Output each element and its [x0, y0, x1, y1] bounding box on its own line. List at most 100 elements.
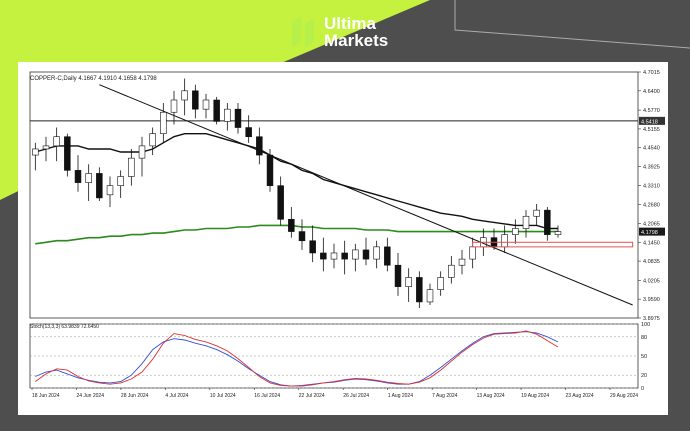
- stoch-axis-label: 80: [641, 335, 647, 341]
- date-axis-label: 16 Jul 2024: [254, 393, 280, 399]
- chart-panel: COPPER-C,Daily 4.1667 4.1910 4.1658 4.17…: [18, 62, 668, 415]
- candle: [458, 249, 466, 275]
- candle-body: [234, 108, 242, 128]
- candle: [85, 164, 92, 201]
- candle: [32, 142, 39, 171]
- candle-body: [298, 231, 306, 242]
- candle-body: [138, 145, 146, 159]
- candle-body: [96, 173, 103, 199]
- moving-average-green-line: [35, 224, 558, 245]
- candle: [224, 103, 231, 131]
- candle: [394, 252, 402, 296]
- candle-body: [192, 90, 199, 110]
- stoch-axis-label: 50: [641, 354, 647, 360]
- price-axis-label: 4.5155: [643, 127, 660, 133]
- candle-body: [213, 99, 220, 122]
- date-axis-label: 4 Jul 2024: [165, 393, 188, 399]
- candle-body: [554, 231, 562, 235]
- date-axis-label: 22 Jul 2024: [299, 393, 325, 399]
- candle-body: [149, 133, 156, 147]
- candle: [213, 96, 220, 125]
- date-axis-label: 29 Aug 2024: [610, 393, 638, 399]
- candle-body: [501, 234, 508, 248]
- candle: [53, 127, 60, 162]
- date-axis-label: 13 Aug 2024: [477, 393, 505, 399]
- candle: [373, 240, 380, 269]
- candle-body: [458, 258, 466, 266]
- candle-body: [512, 228, 519, 235]
- candle: [202, 93, 210, 119]
- candle: [522, 210, 530, 238]
- candle-body: [32, 148, 39, 156]
- candle: [298, 219, 306, 250]
- candle-body: [288, 219, 295, 232]
- candle-body: [42, 145, 50, 150]
- moving-average-black-line: [35, 132, 558, 230]
- candle-body: [245, 127, 252, 138]
- candle-body: [533, 209, 540, 217]
- date-axis-label: 10 Jul 2024: [210, 393, 236, 399]
- date-axis-label: 18 Jun 2024: [32, 393, 60, 399]
- candle: [181, 78, 188, 116]
- candle: [426, 283, 434, 305]
- price-axis-label: 4.2680: [643, 203, 660, 209]
- candle: [405, 268, 412, 302]
- candle-body: [544, 209, 551, 235]
- candle: [341, 240, 348, 275]
- candle-body: [53, 136, 60, 147]
- candle: [170, 90, 178, 125]
- candle: [448, 256, 455, 284]
- candle: [384, 237, 391, 272]
- date-axis-label: 28 Jun 2024: [121, 393, 149, 399]
- candle: [320, 237, 327, 272]
- candle: [288, 207, 295, 238]
- candle: [330, 243, 338, 269]
- price-axis-label: 4.6400: [643, 89, 660, 95]
- price-axis-label: 4.3925: [643, 165, 660, 171]
- candle-body: [394, 264, 402, 287]
- candle: [533, 204, 540, 226]
- price-axis-label: 4.1450: [643, 240, 660, 246]
- candle-body: [522, 215, 530, 229]
- price-chart: COPPER-C,Daily 4.1667 4.1910 4.1658 4.17…: [29, 70, 665, 399]
- candle: [309, 225, 316, 263]
- candle: [544, 207, 551, 241]
- date-axis-label: 23 Aug 2024: [566, 393, 594, 399]
- main-plot-border: [29, 71, 639, 319]
- candle-body: [181, 90, 188, 101]
- price-axis-label: 4.3310: [643, 183, 660, 189]
- candle: [234, 103, 242, 134]
- date-axis-label: 1 Aug 2024: [388, 393, 414, 399]
- candle-body: [160, 111, 167, 134]
- candle: [501, 225, 508, 253]
- candle: [138, 136, 146, 177]
- candle-body: [320, 252, 327, 260]
- price-axis-label: 4.4540: [643, 146, 660, 152]
- candle-body: [64, 136, 71, 171]
- candle-body: [352, 249, 359, 260]
- candle-body: [362, 249, 370, 260]
- candle-body: [416, 277, 423, 303]
- date-axis-label: 19 Aug 2024: [521, 393, 549, 399]
- candle-body: [117, 176, 124, 186]
- price-axis-label: 4.5418: [641, 119, 658, 125]
- price-axis-label: 3.9590: [643, 297, 660, 303]
- decor-line: [454, 0, 690, 49]
- support-zone-box: [472, 241, 634, 248]
- brand-logo: Ultima Markets: [292, 12, 388, 52]
- stoch-signal-line: [35, 330, 559, 387]
- candle: [277, 176, 284, 226]
- candle-body: [224, 108, 231, 122]
- candle: [74, 155, 82, 192]
- price-axis-label: 4.2065: [643, 221, 660, 227]
- candle: [42, 136, 50, 162]
- candle-body: [426, 289, 434, 303]
- candle: [437, 271, 444, 296]
- price-axis-label: 4.0835: [643, 259, 660, 265]
- stoch-axis-label: 20: [641, 373, 647, 379]
- candle: [362, 237, 370, 266]
- candle: [352, 243, 359, 272]
- brand-name-line1: Ultima: [324, 14, 376, 33]
- candle: [160, 103, 167, 143]
